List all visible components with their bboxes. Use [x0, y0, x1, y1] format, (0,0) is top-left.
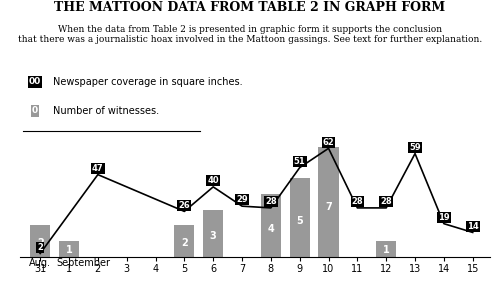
Bar: [318, 147, 338, 257]
Text: 2: 2: [181, 238, 188, 248]
Text: 1: 1: [66, 245, 72, 255]
Bar: [290, 178, 310, 257]
Text: 14: 14: [467, 222, 478, 231]
Bar: [59, 241, 79, 257]
Bar: [376, 241, 396, 257]
Text: 3: 3: [210, 231, 216, 241]
Text: 2: 2: [37, 238, 44, 248]
Text: 19: 19: [438, 213, 450, 222]
Bar: [203, 210, 224, 257]
Text: 40: 40: [208, 176, 219, 185]
Text: 2: 2: [37, 243, 43, 252]
Text: 0: 0: [32, 107, 38, 115]
Text: Number of witnesses.: Number of witnesses.: [52, 106, 158, 116]
Text: 7: 7: [325, 202, 332, 212]
Text: 47: 47: [92, 164, 104, 173]
Bar: [30, 225, 50, 257]
Text: 1: 1: [383, 245, 390, 255]
Text: 28: 28: [265, 197, 276, 206]
Text: 51: 51: [294, 157, 306, 166]
Text: September: September: [56, 258, 110, 268]
Text: Newspaper coverage in square inches.: Newspaper coverage in square inches.: [52, 77, 242, 87]
Text: When the data from Table 2 is presented in graphic form it supports the conclusi: When the data from Table 2 is presented …: [18, 25, 482, 44]
Text: THE MATTOON DATA FROM TABLE 2 IN GRAPH FORM: THE MATTOON DATA FROM TABLE 2 IN GRAPH F…: [54, 1, 446, 15]
Text: 59: 59: [409, 143, 421, 152]
Text: 00: 00: [29, 77, 41, 86]
Text: 28: 28: [380, 197, 392, 206]
Text: 62: 62: [322, 138, 334, 147]
Text: 5: 5: [296, 216, 303, 227]
Text: 4: 4: [268, 224, 274, 234]
Text: Aug.: Aug.: [29, 258, 51, 268]
Text: 28: 28: [352, 197, 363, 206]
Bar: [174, 225, 195, 257]
Text: 29: 29: [236, 195, 248, 204]
Bar: [261, 194, 281, 257]
Text: 26: 26: [178, 201, 190, 210]
